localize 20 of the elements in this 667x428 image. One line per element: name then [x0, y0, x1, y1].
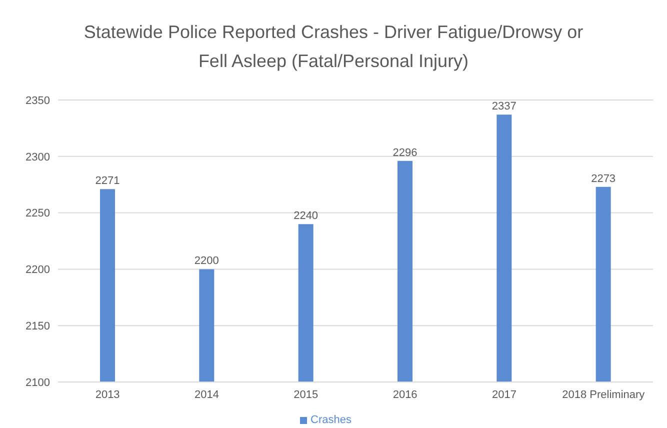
y-tick-label: 2350 [26, 94, 50, 107]
chart-title: Statewide Police Reported Crashes - Driver Fatigue/Drowsy or Fell Asleep (Fatal/Personal Injury) [82, 21, 584, 73]
data-label: 2271 [95, 175, 120, 188]
y-tick-label: 2250 [26, 208, 50, 220]
x-tick-label: 2017 [492, 388, 516, 401]
data-label: 2240 [294, 210, 318, 222]
x-tick-label: 2014 [194, 388, 219, 401]
y-tick-label: 2300 [26, 151, 50, 164]
data-label: 2337 [492, 100, 516, 113]
x-tick-label: 2015 [294, 388, 318, 401]
x-tick-label: 2018 Preliminary [562, 388, 646, 401]
y-tick-label: 2100 [26, 376, 50, 389]
legend-label: Crashes [310, 414, 352, 426]
y-tick-label: 2200 [26, 264, 50, 276]
data-label: 2296 [392, 146, 418, 159]
y-tick-label: 2150 [26, 320, 50, 333]
data-label: 2273 [591, 172, 616, 185]
data-label: 2200 [194, 255, 219, 268]
x-tick-label: 2016 [392, 388, 418, 401]
x-tick-label: 2013 [95, 388, 120, 401]
